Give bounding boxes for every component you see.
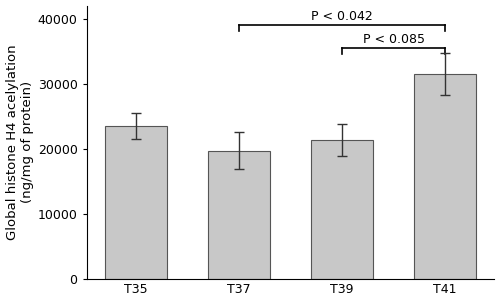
Bar: [105, 126, 167, 278]
Text: P < 0.085: P < 0.085: [362, 33, 424, 46]
Bar: [208, 150, 270, 278]
Y-axis label: Global histone H4 acelylation
(ng/mg of protein): Global histone H4 acelylation (ng/mg of …: [6, 44, 34, 240]
Bar: [311, 140, 373, 278]
Bar: [414, 74, 476, 278]
Text: P < 0.042: P < 0.042: [311, 10, 373, 23]
